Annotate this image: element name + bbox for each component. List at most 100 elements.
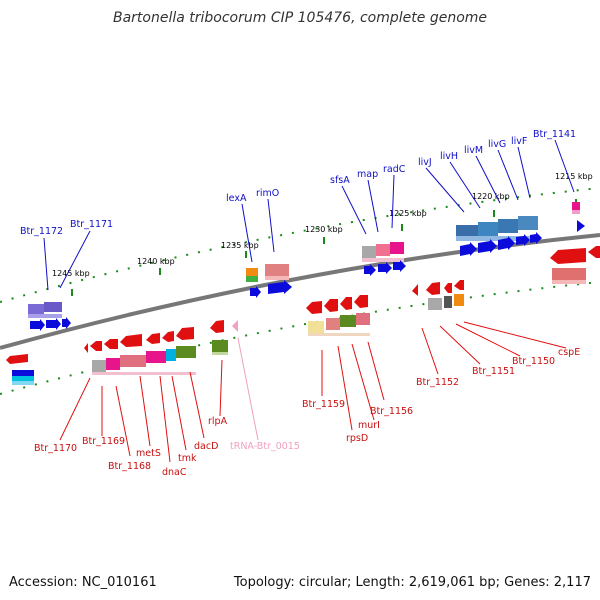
gene-label[interactable]: cspE bbox=[558, 347, 580, 358]
gene-feature[interactable] bbox=[426, 282, 440, 295]
gene-feature[interactable] bbox=[412, 284, 418, 296]
gene-feature[interactable] bbox=[12, 381, 34, 385]
gene-feature[interactable] bbox=[308, 333, 370, 336]
gene-feature[interactable] bbox=[106, 358, 120, 370]
gene-feature[interactable] bbox=[393, 260, 406, 272]
gene-feature[interactable] bbox=[326, 318, 340, 330]
gene-label[interactable]: metS bbox=[136, 448, 161, 459]
gene-feature[interactable] bbox=[444, 283, 452, 293]
gene-label[interactable]: livF bbox=[511, 136, 527, 147]
gene-label[interactable]: livM bbox=[464, 145, 483, 156]
gene-label[interactable]: Btr_1170 bbox=[34, 443, 77, 454]
gene-feature[interactable] bbox=[120, 355, 146, 367]
gene-feature[interactable] bbox=[308, 321, 324, 333]
gene-label[interactable]: livG bbox=[488, 139, 506, 150]
gene-label[interactable]: rpsD bbox=[346, 433, 368, 444]
gene-feature[interactable] bbox=[92, 360, 106, 372]
gene-label[interactable]: Btr_1172 bbox=[20, 226, 63, 237]
gene-feature[interactable] bbox=[265, 276, 289, 280]
gene-feature[interactable] bbox=[250, 286, 261, 298]
gene-feature[interactable] bbox=[550, 248, 586, 264]
gene-feature[interactable] bbox=[90, 341, 102, 351]
gene-feature[interactable] bbox=[362, 246, 376, 258]
gene-label[interactable]: Btr_1141 bbox=[533, 129, 576, 140]
gene-feature[interactable] bbox=[268, 280, 292, 294]
gene-feature[interactable] bbox=[530, 232, 542, 244]
gene-feature[interactable] bbox=[340, 297, 352, 310]
gene-feature[interactable] bbox=[376, 244, 390, 256]
gene-feature[interactable] bbox=[12, 376, 34, 381]
gene-label[interactable]: lexA bbox=[226, 193, 247, 204]
gene-feature[interactable] bbox=[104, 339, 118, 349]
gene-feature[interactable] bbox=[356, 313, 370, 325]
gene-label[interactable]: dacD bbox=[194, 441, 218, 452]
gene-feature[interactable] bbox=[28, 314, 62, 318]
gene-label[interactable]: Btr_1150 bbox=[512, 356, 555, 367]
gene-label[interactable]: rlpA bbox=[208, 416, 228, 427]
gene-label[interactable]: Btr_1171 bbox=[70, 219, 113, 230]
gene-feature[interactable] bbox=[232, 320, 238, 332]
gene-feature[interactable] bbox=[176, 346, 196, 358]
gene-feature[interactable] bbox=[306, 301, 322, 314]
gene-feature[interactable] bbox=[364, 264, 376, 276]
gene-label[interactable]: murI bbox=[358, 420, 380, 431]
gene-feature[interactable] bbox=[444, 296, 452, 308]
gene-feature[interactable] bbox=[460, 242, 477, 256]
gene-feature[interactable] bbox=[516, 234, 530, 246]
gene-feature[interactable] bbox=[212, 340, 228, 352]
gene-feature[interactable] bbox=[456, 236, 538, 241]
gene-feature[interactable] bbox=[572, 202, 580, 210]
gene-feature[interactable] bbox=[362, 258, 404, 262]
gene-feature[interactable] bbox=[12, 370, 34, 376]
gene-feature[interactable] bbox=[246, 268, 258, 276]
gene-label[interactable]: radC bbox=[383, 164, 406, 175]
gene-feature[interactable] bbox=[212, 352, 228, 355]
gene-label[interactable]: livH bbox=[440, 151, 458, 162]
gene-feature[interactable] bbox=[210, 320, 224, 333]
gene-feature[interactable] bbox=[456, 225, 478, 239]
gene-feature[interactable] bbox=[44, 302, 62, 312]
gene-feature[interactable] bbox=[146, 351, 166, 363]
gene-label[interactable]: tmk bbox=[178, 453, 197, 464]
gene-feature[interactable] bbox=[552, 268, 586, 280]
gene-feature[interactable] bbox=[428, 298, 442, 310]
gene-feature[interactable] bbox=[265, 264, 289, 276]
gene-feature[interactable] bbox=[30, 319, 45, 331]
gene-feature[interactable] bbox=[577, 220, 585, 232]
gene-feature[interactable] bbox=[92, 372, 196, 375]
gene-feature[interactable] bbox=[518, 216, 538, 230]
gene-label[interactable]: Btr_1156 bbox=[370, 406, 413, 417]
gene-label[interactable]: Btr_1151 bbox=[472, 366, 515, 377]
gene-label[interactable]: map bbox=[357, 169, 378, 180]
gene-feature[interactable] bbox=[46, 318, 61, 330]
gene-feature[interactable] bbox=[120, 334, 142, 347]
gene-feature[interactable] bbox=[354, 295, 368, 308]
gene-feature[interactable] bbox=[6, 354, 28, 364]
gene-feature[interactable] bbox=[340, 315, 356, 327]
gene-label[interactable]: Btr_1159 bbox=[302, 399, 345, 410]
gene-feature[interactable] bbox=[246, 276, 258, 282]
gene-label[interactable]: dnaC bbox=[162, 467, 187, 478]
gene-feature[interactable] bbox=[28, 304, 44, 314]
gene-feature[interactable] bbox=[62, 317, 71, 329]
gene-feature[interactable] bbox=[454, 294, 464, 306]
gene-label[interactable]: Btr_1168 bbox=[108, 461, 151, 472]
gene-feature[interactable] bbox=[498, 236, 515, 250]
gene-feature[interactable] bbox=[552, 280, 586, 284]
gene-feature[interactable] bbox=[572, 210, 580, 214]
gene-feature[interactable] bbox=[498, 219, 518, 233]
gene-feature[interactable] bbox=[176, 327, 194, 340]
gene-label[interactable]: Btr_1152 bbox=[416, 377, 459, 388]
gene-label[interactable]: livJ bbox=[418, 157, 432, 168]
gene-feature[interactable] bbox=[166, 349, 176, 361]
gene-feature[interactable] bbox=[162, 331, 174, 342]
gene-label[interactable]: sfsA bbox=[330, 175, 350, 186]
gene-feature[interactable] bbox=[588, 246, 600, 258]
gene-label[interactable]: Btr_1169 bbox=[82, 436, 125, 447]
gene-label[interactable]: tRNA-Btr_0015 bbox=[230, 441, 300, 452]
gene-feature[interactable] bbox=[478, 222, 498, 236]
gene-feature[interactable] bbox=[378, 262, 392, 274]
gene-feature[interactable] bbox=[84, 343, 88, 353]
gene-label[interactable]: rimO bbox=[256, 188, 279, 199]
gene-feature[interactable] bbox=[390, 242, 404, 254]
